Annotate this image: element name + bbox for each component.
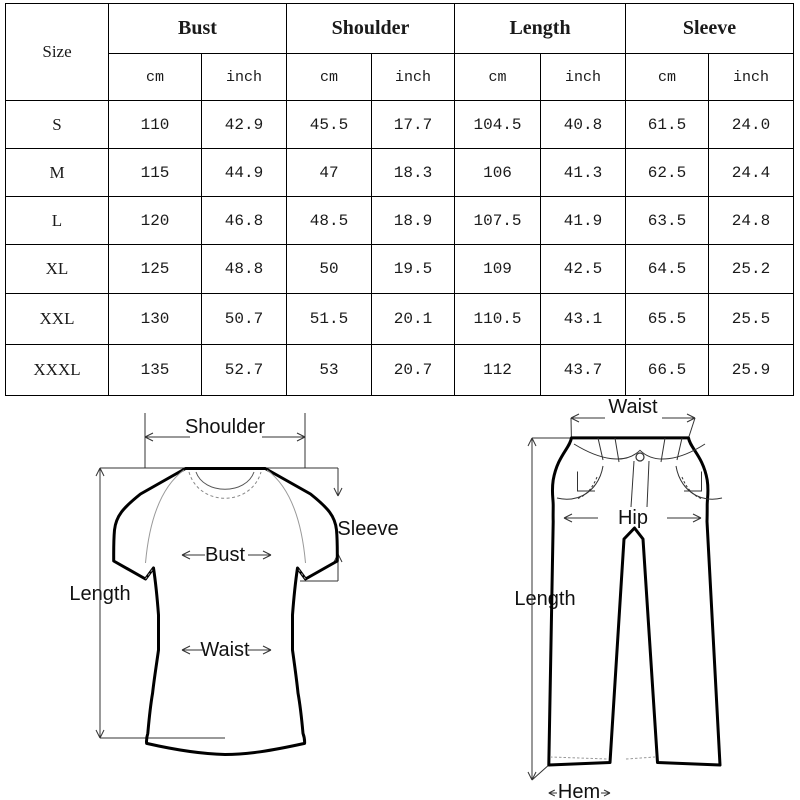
svg-text:Waist: Waist bbox=[608, 396, 658, 418]
svg-text:Hem: Hem bbox=[558, 781, 600, 800]
svg-text:Hip: Hip bbox=[618, 507, 648, 529]
svg-text:Waist: Waist bbox=[200, 639, 250, 661]
svg-text:Shoulder: Shoulder bbox=[185, 416, 265, 438]
svg-text:Sleeve: Sleeve bbox=[337, 518, 398, 540]
svg-text:Length: Length bbox=[514, 588, 575, 610]
svg-text:Bust: Bust bbox=[205, 544, 245, 566]
